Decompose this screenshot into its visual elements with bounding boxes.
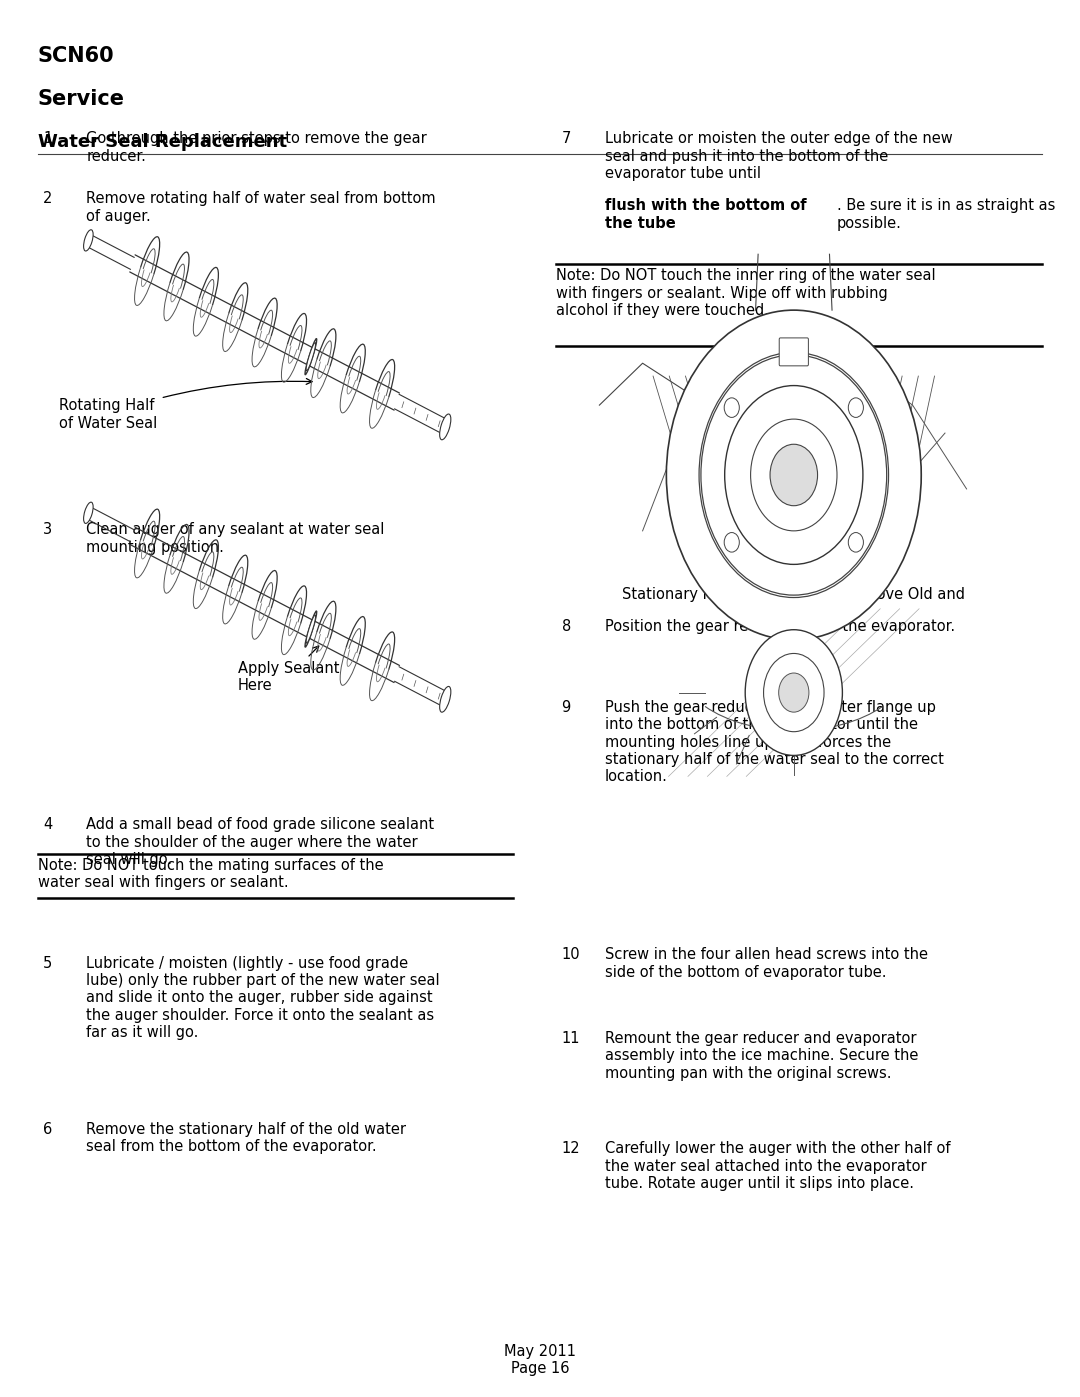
Text: 1: 1 xyxy=(43,131,53,147)
Ellipse shape xyxy=(306,615,315,643)
Text: Stationary Half of Water Seal, Remove Old and
Install New: Stationary Half of Water Seal, Remove Ol… xyxy=(622,587,966,619)
Text: Remove the stationary half of the old water
seal from the bottom of the evaporat: Remove the stationary half of the old wa… xyxy=(86,1122,406,1154)
Ellipse shape xyxy=(440,414,450,440)
Text: 12: 12 xyxy=(562,1141,580,1157)
Text: Remove rotating half of water seal from bottom
of auger.: Remove rotating half of water seal from … xyxy=(86,191,436,224)
Circle shape xyxy=(770,444,818,506)
Text: Carefully lower the auger with the other half of
the water seal attached into th: Carefully lower the auger with the other… xyxy=(605,1141,950,1192)
Circle shape xyxy=(666,310,921,640)
Ellipse shape xyxy=(306,342,315,370)
Text: Add a small bead of food grade silicone sealant
to the shoulder of the auger whe: Add a small bead of food grade silicone … xyxy=(86,817,434,868)
Text: 9: 9 xyxy=(562,700,571,715)
Circle shape xyxy=(764,654,824,732)
Text: Apply Sealant
Here: Apply Sealant Here xyxy=(238,645,339,693)
Text: . Be sure it is in as straight as
possible.: . Be sure it is in as straight as possib… xyxy=(837,198,1055,231)
FancyBboxPatch shape xyxy=(780,338,809,366)
Text: Note: Do NOT touch the inner ring of the water seal
with fingers or sealant. Wip: Note: Do NOT touch the inner ring of the… xyxy=(556,268,936,319)
Text: Remount the gear reducer and evaporator
assembly into the ice machine. Secure th: Remount the gear reducer and evaporator … xyxy=(605,1031,918,1081)
Text: Go through the prior steps to remove the gear
reducer.: Go through the prior steps to remove the… xyxy=(86,131,428,163)
Circle shape xyxy=(725,386,863,564)
Circle shape xyxy=(751,419,837,531)
Text: Screw in the four allen head screws into the
side of the bottom of evaporator tu: Screw in the four allen head screws into… xyxy=(605,947,928,979)
Ellipse shape xyxy=(440,686,450,712)
Text: Lubricate / moisten (lightly - use food grade
lube) only the rubber part of the : Lubricate / moisten (lightly - use food … xyxy=(86,956,440,1041)
Text: 7: 7 xyxy=(562,131,571,147)
Text: 10: 10 xyxy=(562,947,580,963)
Circle shape xyxy=(848,398,863,418)
Circle shape xyxy=(848,532,863,552)
Ellipse shape xyxy=(83,502,93,524)
Text: 4: 4 xyxy=(43,817,53,833)
Text: Water Seal Replacement: Water Seal Replacement xyxy=(38,133,287,151)
Circle shape xyxy=(725,532,740,552)
Circle shape xyxy=(779,673,809,712)
Circle shape xyxy=(701,355,887,595)
Text: 11: 11 xyxy=(562,1031,580,1046)
Text: 5: 5 xyxy=(43,956,53,971)
Text: Note: Do NOT touch the mating surfaces of the
water seal with fingers or sealant: Note: Do NOT touch the mating surfaces o… xyxy=(38,858,383,890)
Text: Position the gear reducer under the evaporator.: Position the gear reducer under the evap… xyxy=(605,619,955,634)
Ellipse shape xyxy=(83,229,93,251)
Text: flush with the bottom of
the tube: flush with the bottom of the tube xyxy=(605,198,807,231)
Circle shape xyxy=(745,630,842,756)
Text: Service: Service xyxy=(38,89,125,109)
Text: May 2011
Page 16: May 2011 Page 16 xyxy=(504,1344,576,1376)
Text: SCN60: SCN60 xyxy=(38,46,114,66)
Text: Push the gear reducer and adapter flange up
into the bottom of the evaporator un: Push the gear reducer and adapter flange… xyxy=(605,700,944,785)
Ellipse shape xyxy=(305,610,316,647)
Text: 2: 2 xyxy=(43,191,53,207)
Text: Lubricate or moisten the outer edge of the new
seal and push it into the bottom : Lubricate or moisten the outer edge of t… xyxy=(605,131,953,182)
Text: 6: 6 xyxy=(43,1122,53,1137)
Text: 8: 8 xyxy=(562,619,571,634)
Circle shape xyxy=(699,352,889,598)
Circle shape xyxy=(725,398,740,418)
Text: Clean auger of any sealant at water seal
mounting position.: Clean auger of any sealant at water seal… xyxy=(86,522,384,555)
Text: 3: 3 xyxy=(43,522,52,538)
Ellipse shape xyxy=(305,338,316,374)
Text: Rotating Half
of Water Seal: Rotating Half of Water Seal xyxy=(59,379,312,430)
